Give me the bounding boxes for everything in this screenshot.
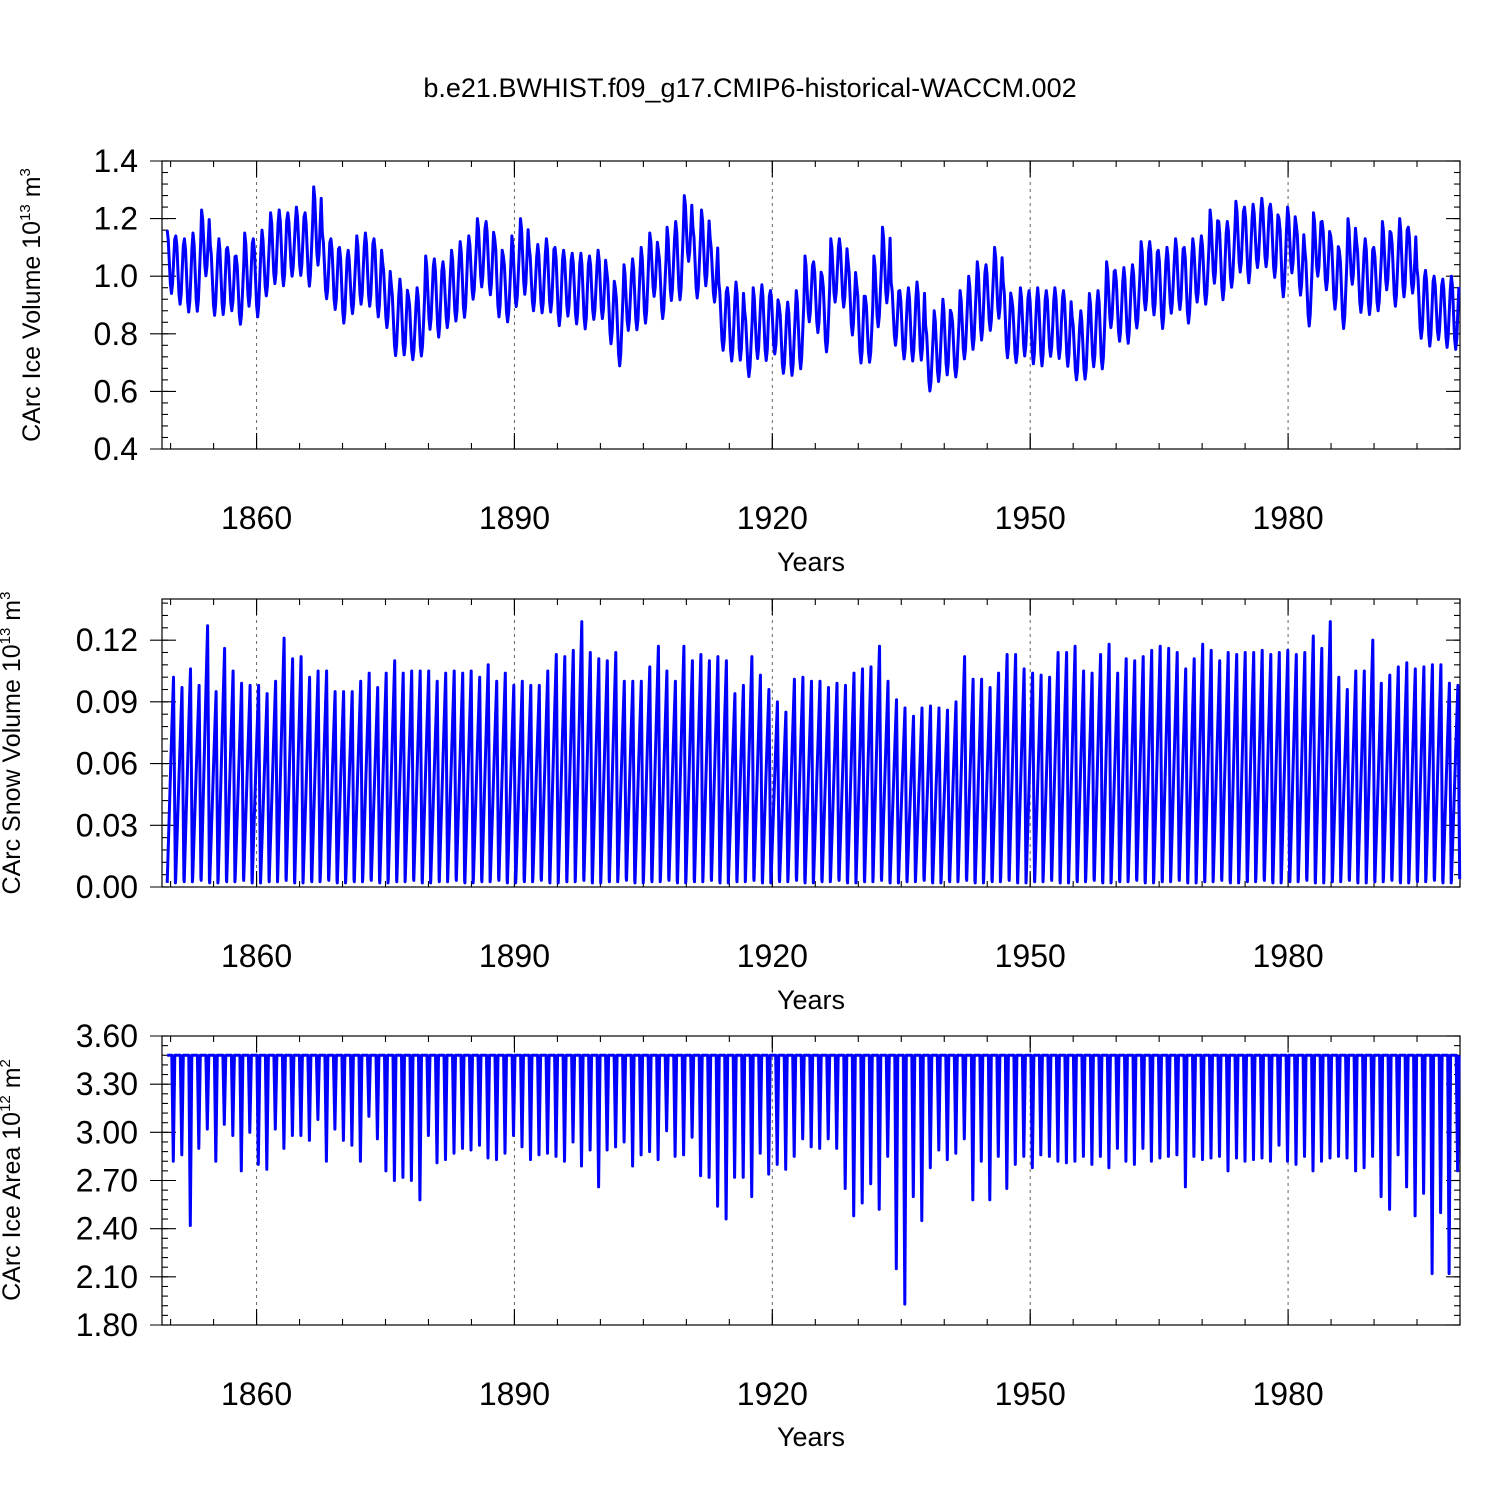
x-tick-label: 1950 bbox=[995, 938, 1066, 974]
x-axis-label: Years bbox=[777, 985, 845, 1015]
y-tick-label: 0.09 bbox=[76, 684, 138, 720]
x-tick-label: 1950 bbox=[995, 1376, 1066, 1412]
plot-frame bbox=[161, 598, 1461, 888]
y-tick-label: 2.10 bbox=[76, 1259, 138, 1295]
ice-area-line bbox=[167, 1053, 1461, 1306]
y-tick-label: 0.8 bbox=[94, 316, 138, 352]
y-tick-label: 1.0 bbox=[94, 258, 138, 294]
y-tick-label: 3.60 bbox=[76, 1018, 138, 1054]
y-tick-label: 1.2 bbox=[94, 201, 138, 237]
x-tick-label: 1920 bbox=[737, 1376, 808, 1412]
y-tick-label: 3.00 bbox=[76, 1114, 138, 1150]
x-tick-label: 1980 bbox=[1252, 938, 1323, 974]
ice-area-panel: 1.80 2.10 2.40 2.70 3.00 3.30 3.60 1860 1890 192… bbox=[0, 1018, 1461, 1452]
y-axis-label: CArc Snow Volume 1013 m3 bbox=[0, 592, 26, 895]
x-tick-label: 1860 bbox=[221, 1376, 292, 1412]
y-tick-label: 0.00 bbox=[76, 869, 138, 905]
y-tick-label: 1.80 bbox=[76, 1307, 138, 1343]
ice-volume-panel: 0.40.60.81.01.21.4 1860 1890 1920 1950 1980 … bbox=[17, 143, 1461, 577]
figure-title: b.e21.BWHIST.f09_g17.CMIP6-historical-WA… bbox=[423, 73, 1076, 103]
y-tick-label: 2.70 bbox=[76, 1163, 138, 1199]
x-tick-label: 1920 bbox=[737, 500, 808, 536]
x-tick-label: 1950 bbox=[995, 500, 1066, 536]
snow-volume-panel: 0.00 0.03 0.06 0.09 0.12 1860 1890 1920 1950 198… bbox=[0, 592, 1462, 1015]
y-tick-label: 0.4 bbox=[94, 431, 138, 467]
x-tick-label: 1860 bbox=[221, 500, 292, 536]
x-tick-label: 1980 bbox=[1252, 1376, 1323, 1412]
y-tick-label: 0.12 bbox=[76, 622, 138, 658]
x-tick-label: 1890 bbox=[479, 500, 550, 536]
x-axis-label: Years bbox=[777, 1422, 845, 1452]
x-tick-label: 1890 bbox=[479, 938, 550, 974]
y-axis-label: CArc Ice Area 1012 m2 bbox=[0, 1059, 26, 1301]
x-tick-label: 1920 bbox=[737, 938, 808, 974]
x-tick-label: 1890 bbox=[479, 1376, 550, 1412]
x-tick-label: 1860 bbox=[221, 938, 292, 974]
plot-frame bbox=[161, 1035, 1461, 1326]
x-tick-label: 1980 bbox=[1252, 500, 1323, 536]
y-tick-label: 3.30 bbox=[76, 1066, 138, 1102]
snow-volume-line bbox=[165, 620, 1462, 885]
y-tick-label: 1.4 bbox=[94, 143, 138, 179]
y-axis-label: CArc Ice Volume 1013 m3 bbox=[17, 168, 46, 442]
y-tick-label: 0.03 bbox=[76, 807, 138, 843]
y-tick-label: 2.40 bbox=[76, 1211, 138, 1247]
x-axis-label: Years bbox=[777, 547, 845, 577]
y-tick-label: 0.6 bbox=[94, 373, 138, 409]
ice-volume-line bbox=[165, 185, 1461, 393]
plot-frame bbox=[161, 160, 1461, 450]
y-tick-label: 0.06 bbox=[76, 746, 138, 782]
